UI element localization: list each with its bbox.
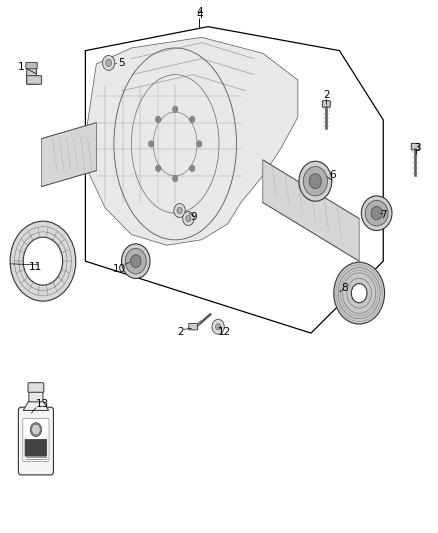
Circle shape — [102, 55, 115, 70]
FancyBboxPatch shape — [189, 324, 198, 330]
Circle shape — [215, 324, 221, 330]
FancyBboxPatch shape — [27, 76, 42, 84]
Circle shape — [173, 106, 178, 112]
Ellipse shape — [303, 166, 328, 196]
FancyBboxPatch shape — [27, 65, 36, 84]
Text: 10: 10 — [113, 264, 126, 273]
Ellipse shape — [365, 200, 388, 226]
Circle shape — [174, 204, 185, 217]
Circle shape — [23, 237, 63, 285]
Text: 4: 4 — [196, 7, 203, 17]
FancyBboxPatch shape — [322, 101, 330, 107]
Text: 2: 2 — [323, 90, 330, 100]
Text: 12: 12 — [218, 327, 231, 336]
Text: 11: 11 — [29, 262, 42, 272]
Ellipse shape — [309, 174, 321, 189]
FancyBboxPatch shape — [28, 383, 44, 392]
FancyBboxPatch shape — [18, 407, 53, 475]
Circle shape — [32, 424, 40, 435]
Circle shape — [177, 207, 182, 214]
FancyBboxPatch shape — [29, 389, 43, 402]
Text: 1: 1 — [18, 62, 25, 71]
Text: 4: 4 — [196, 10, 203, 20]
Polygon shape — [263, 160, 359, 261]
Text: 6: 6 — [329, 170, 336, 180]
FancyBboxPatch shape — [26, 62, 37, 69]
Text: 9: 9 — [190, 213, 197, 222]
Ellipse shape — [131, 255, 141, 268]
Ellipse shape — [371, 206, 382, 220]
Circle shape — [30, 423, 42, 437]
Ellipse shape — [121, 244, 150, 279]
Circle shape — [186, 215, 191, 222]
Ellipse shape — [125, 248, 146, 274]
Polygon shape — [23, 401, 49, 410]
Text: 2: 2 — [177, 327, 184, 336]
Circle shape — [183, 212, 194, 225]
Ellipse shape — [299, 161, 332, 201]
Text: 5: 5 — [118, 58, 125, 68]
Text: 8: 8 — [341, 283, 348, 293]
Polygon shape — [88, 37, 298, 245]
Text: 7: 7 — [380, 210, 387, 220]
Circle shape — [334, 262, 385, 324]
Circle shape — [351, 284, 367, 303]
Circle shape — [10, 221, 76, 301]
Circle shape — [190, 165, 195, 172]
Circle shape — [190, 116, 195, 123]
Circle shape — [197, 141, 202, 147]
Ellipse shape — [361, 196, 392, 230]
FancyBboxPatch shape — [23, 418, 49, 462]
Polygon shape — [42, 123, 96, 187]
Circle shape — [155, 165, 161, 172]
Circle shape — [106, 59, 112, 67]
Circle shape — [173, 175, 178, 182]
Text: 3: 3 — [413, 143, 420, 153]
Circle shape — [148, 141, 154, 147]
FancyBboxPatch shape — [25, 439, 47, 456]
Circle shape — [212, 319, 224, 334]
FancyBboxPatch shape — [411, 143, 419, 150]
Circle shape — [155, 116, 161, 123]
Text: 13: 13 — [36, 399, 49, 409]
